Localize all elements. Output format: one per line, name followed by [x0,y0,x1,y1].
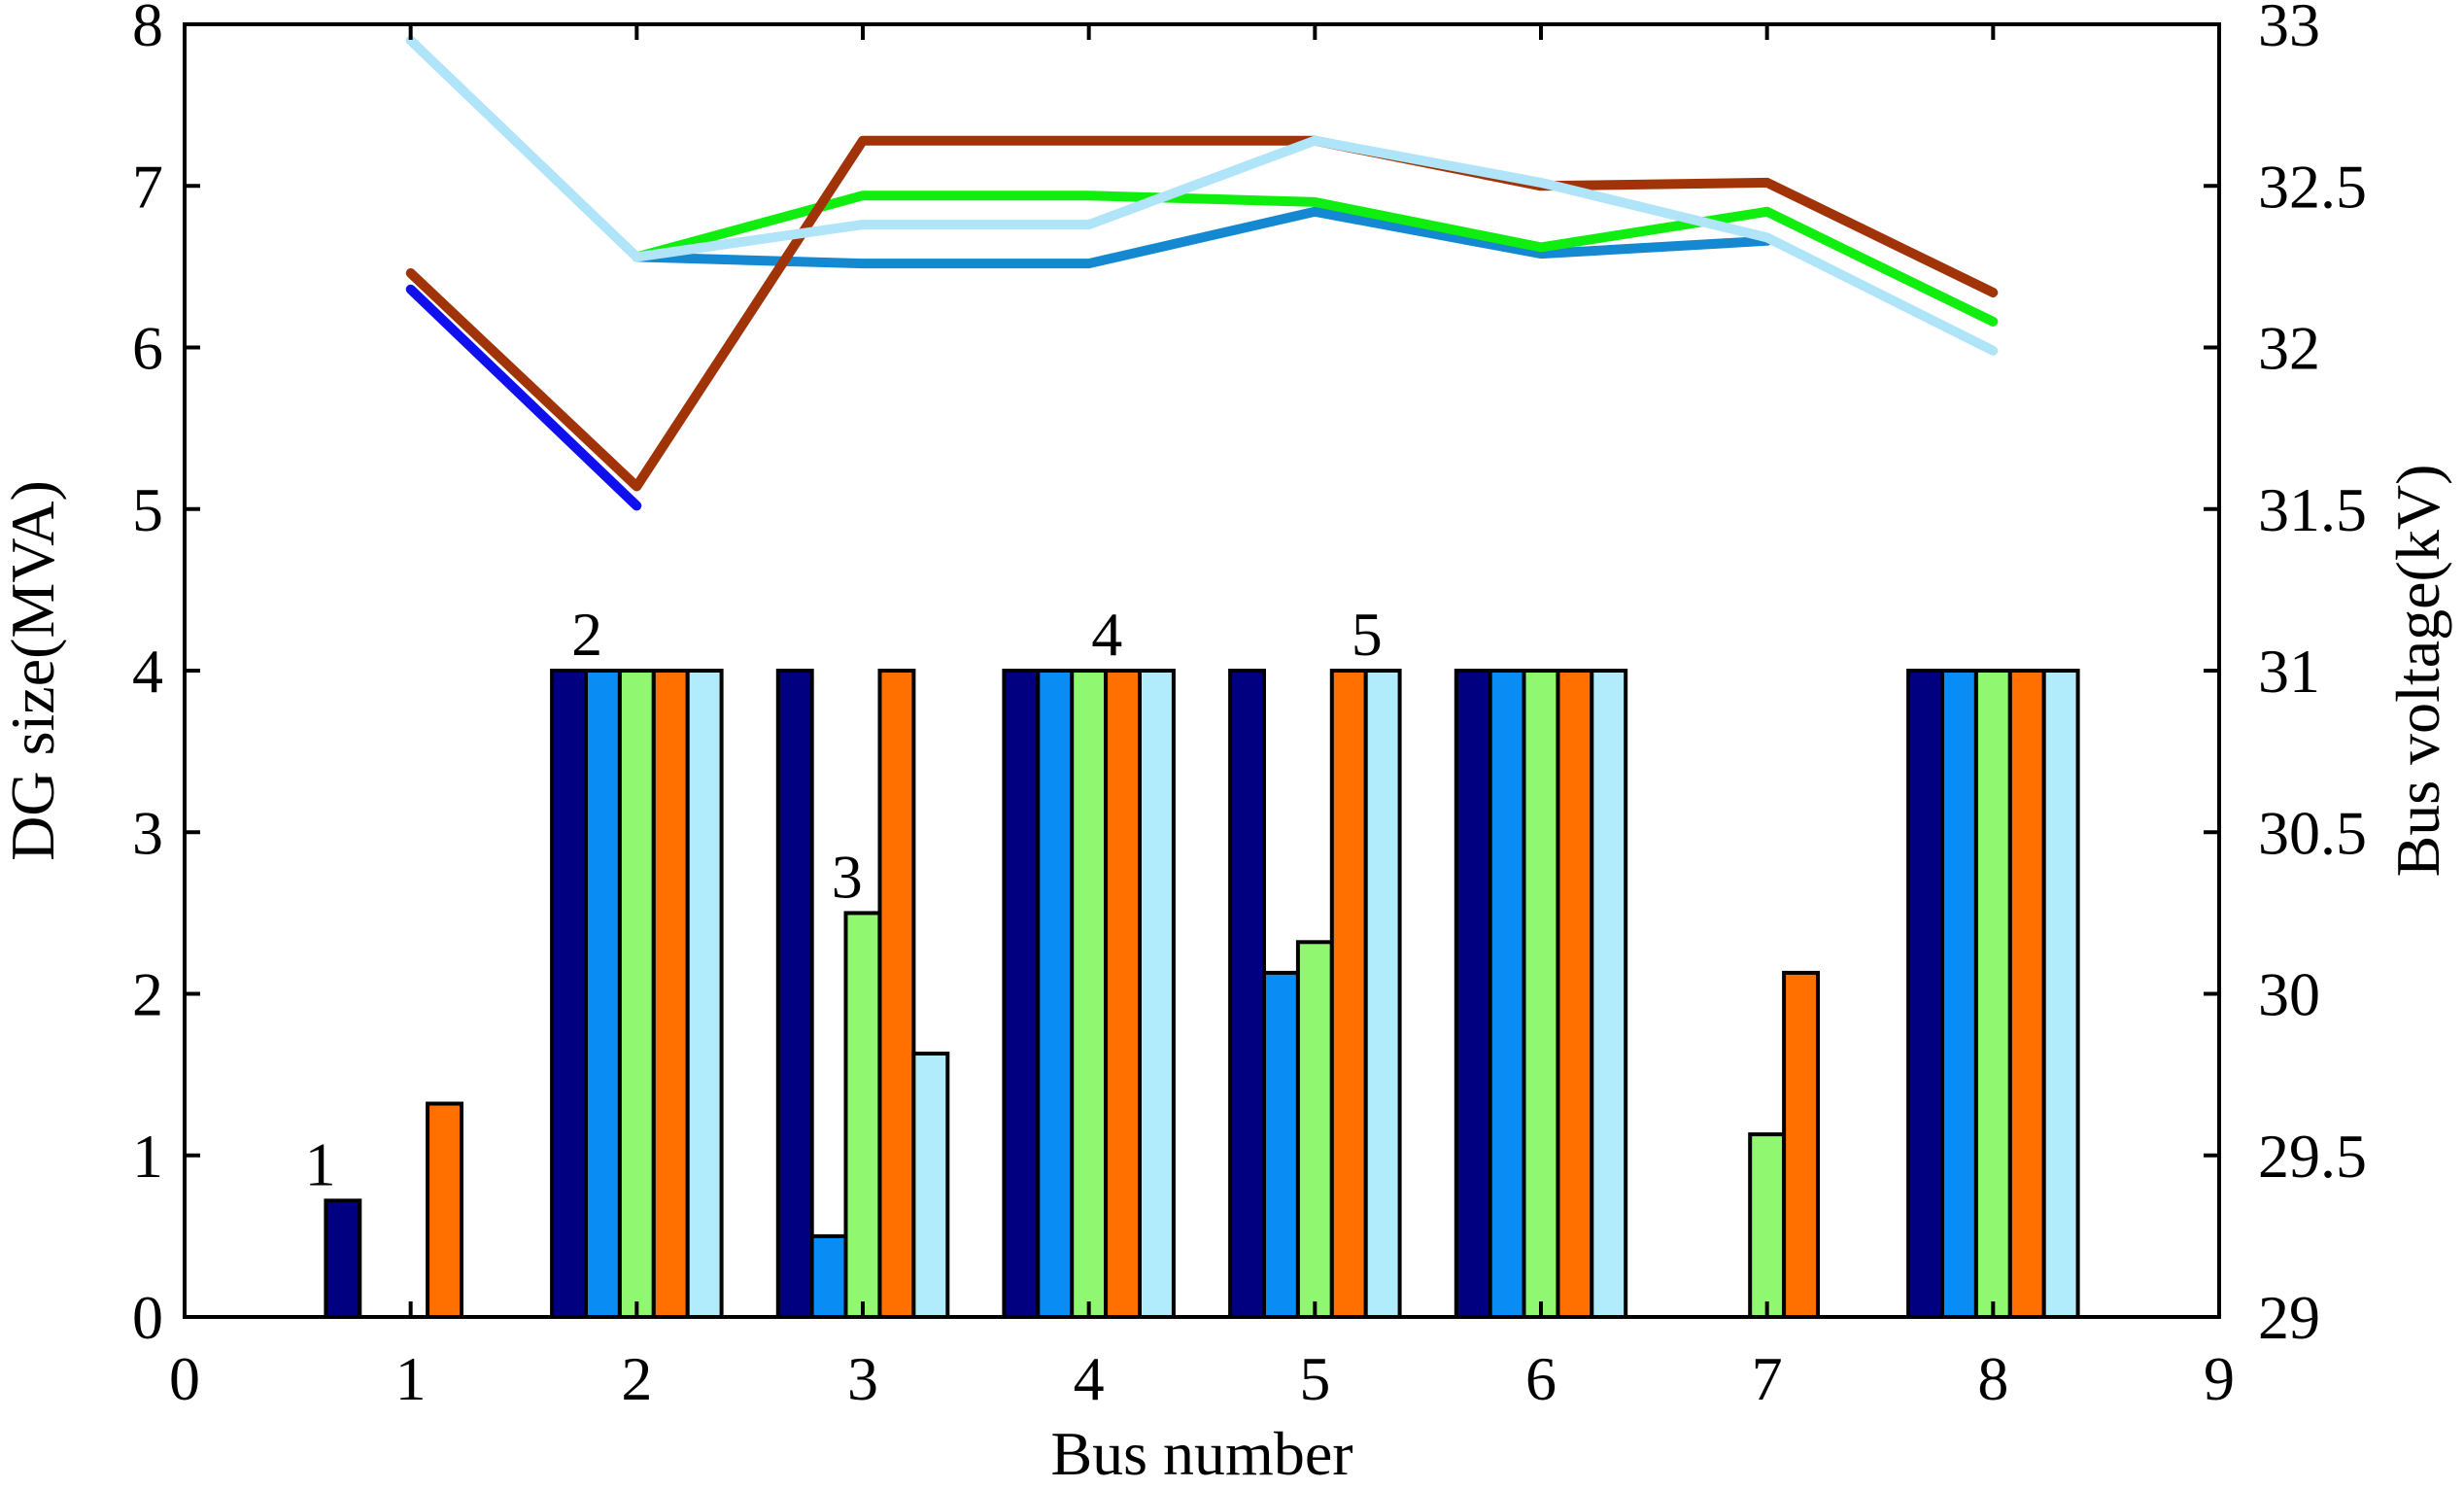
bar-bus3-series1 [775,669,814,1319]
voltage-line-4 [405,135,1999,492]
bar-bus8-series3 [1973,669,2012,1319]
x-tick-label: 7 [1752,1344,1783,1413]
bar-bus2-series1 [550,669,588,1319]
bar-bus5-series5 [1363,669,1402,1319]
bar-bus2-series5 [685,669,724,1319]
y-right-tick-label: 32.5 [2258,152,2367,221]
bar-bus3-series3 [843,911,882,1320]
y-left-tick-label: 5 [132,475,163,544]
voltage-line-3 [632,190,1999,327]
y-right-tick-label: 32 [2258,314,2320,383]
x-axis-title: Bus number [1050,1419,1352,1488]
bar-bus3-series2 [809,1233,848,1320]
bar-bus5-series2 [1262,970,1300,1320]
y-axis-left-title: DG size(MVA) [0,480,67,861]
x-tick-label: 6 [1525,1344,1557,1413]
x-tick-label: 2 [621,1344,652,1413]
bar-bus6-series5 [1590,669,1628,1319]
x-tick-label: 4 [1074,1344,1105,1413]
y-left-tick-label: 2 [132,960,163,1029]
y-left-tick-label: 4 [132,637,163,706]
y-right-tick-label: 29 [2258,1283,2320,1352]
y-axis-right-title: Bus voltage(kV) [2383,465,2452,878]
bar-bus2-series4 [651,669,690,1319]
annotation-label-3: 3 [832,842,863,911]
bar-bus4-series5 [1138,669,1176,1319]
y-left-tick-label: 1 [132,1122,163,1191]
bar-bus1-series1 [324,1198,362,1320]
annotations-layer: 1 2 3 4 5 [305,600,1383,1198]
bar-bus6-series3 [1522,669,1560,1319]
bar-bus2-series3 [617,669,656,1319]
bar-bus4-series1 [1002,669,1041,1319]
bar-bus4-series3 [1070,669,1109,1319]
x-tick-label: 0 [169,1344,200,1413]
voltage-line-1 [405,284,642,511]
bar-bus8-series5 [2041,669,2080,1319]
x-tick-label: 8 [1977,1344,2008,1413]
annotation-label-1: 1 [305,1129,336,1198]
y-left-tick-label: 8 [132,0,163,59]
bar-bus4-series2 [1036,669,1075,1319]
bar-bus7-series4 [1782,970,1820,1320]
bars-layer [324,669,2080,1320]
bar-bus4-series4 [1104,669,1142,1319]
y-left-tick-label: 6 [132,314,163,383]
annotation-label-5: 5 [1352,600,1383,669]
voltage-line-5 [405,35,1999,356]
axis-titles-layer: Bus number DG size(MVA) Bus voltage(kV) [0,465,2452,1488]
bar-bus7-series3 [1748,1132,1787,1319]
x-tick-label: 9 [2204,1344,2235,1413]
bar-bus6-series2 [1488,669,1526,1319]
tick-labels-layer: 0 1 2 3 4 5 6 7 8 90123456782929.53030.53131.5323… [132,0,2367,1413]
x-tick-label: 3 [847,1344,878,1413]
bar-bus6-series4 [1556,669,1594,1319]
voltage-line-2 [632,206,1772,269]
y-right-tick-label: 31.5 [2258,475,2367,544]
bar-bus3-series4 [877,669,916,1319]
y-right-tick-label: 31 [2258,637,2320,706]
y-left-tick-label: 3 [132,798,163,867]
bar-bus1-series4 [426,1101,464,1319]
bar-bus8-series1 [1906,669,1944,1319]
ticks-layer [183,22,2221,1319]
y-left-tick-label: 7 [132,152,163,221]
bar-bus6-series1 [1454,669,1492,1319]
y-right-tick-label: 33 [2258,0,2320,59]
y-right-tick-label: 29.5 [2258,1122,2367,1191]
bar-bus5-series3 [1295,940,1334,1319]
bar-bus2-series2 [584,669,622,1319]
x-tick-label: 1 [395,1344,427,1413]
y-left-tick-label: 0 [132,1283,163,1352]
bar-bus8-series4 [2007,669,2046,1319]
y-right-tick-label: 30 [2258,960,2320,1029]
bar-bus5-series1 [1228,669,1266,1319]
lines-layer [405,35,1999,511]
bar-bus3-series5 [911,1052,950,1319]
x-tick-label: 5 [1299,1344,1330,1413]
bar-bus8-series2 [1940,669,1978,1319]
y-right-tick-label: 30.5 [2258,798,2367,867]
annotation-label-4: 4 [1091,600,1122,669]
annotation-label-2: 2 [571,600,602,669]
bar-bus5-series4 [1329,669,1368,1319]
